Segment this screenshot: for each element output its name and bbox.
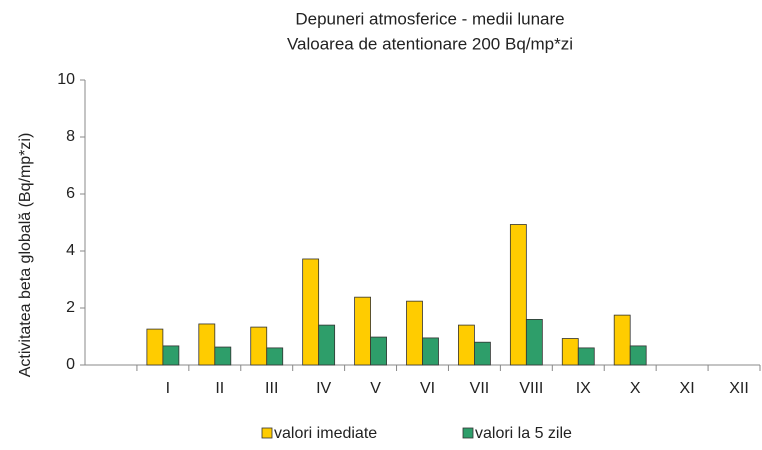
x-tick-label: IV — [316, 380, 331, 397]
x-tick-label: X — [630, 380, 641, 397]
bar — [509, 224, 527, 366]
x-tick-label: VI — [420, 380, 435, 397]
bar — [561, 338, 579, 366]
bar — [422, 337, 439, 366]
bar — [214, 346, 232, 366]
legend-swatch — [462, 427, 474, 439]
bar — [629, 345, 647, 366]
bar — [525, 318, 543, 366]
bar — [162, 345, 180, 366]
x-tick-label: VII — [470, 380, 490, 397]
y-axis-label: Activitatea beta globală (Bq/mp*zi) — [17, 133, 34, 378]
bar — [250, 326, 268, 366]
y-tick-label: 4 — [66, 242, 75, 259]
x-tick-label: XII — [729, 380, 749, 397]
bar — [266, 347, 284, 366]
legend-swatch — [261, 427, 273, 439]
x-tick-label: VIII — [519, 380, 543, 397]
chart-title: Depuneri atmosferice - medii lunare — [295, 9, 564, 28]
y-tick-label: 0 — [66, 356, 75, 373]
bar — [146, 328, 164, 366]
bar — [474, 341, 491, 366]
x-tick-label: I — [166, 380, 170, 397]
bar — [302, 258, 320, 366]
bar — [406, 300, 423, 366]
x-tick-label: III — [265, 380, 278, 397]
bar — [458, 324, 475, 366]
y-tick-label: 2 — [66, 299, 75, 316]
bar — [577, 347, 595, 366]
bar — [370, 336, 387, 366]
y-tick-label: 8 — [66, 128, 75, 145]
x-tick-label: V — [370, 380, 381, 397]
bar — [613, 314, 631, 366]
bar — [318, 324, 336, 366]
chart-subtitle: Valoarea de atentionare 200 Bq/mp*zi — [287, 34, 573, 53]
x-tick-label: XI — [680, 380, 695, 397]
bar — [198, 323, 216, 366]
x-tick-label: II — [215, 380, 224, 397]
y-tick-label: 10 — [57, 71, 75, 88]
y-tick-label: 6 — [66, 185, 75, 202]
x-tick-label: IX — [576, 380, 591, 397]
bar — [354, 296, 371, 366]
legend-label: valori la 5 zile — [475, 425, 572, 442]
legend-label: valori imediate — [274, 425, 377, 442]
